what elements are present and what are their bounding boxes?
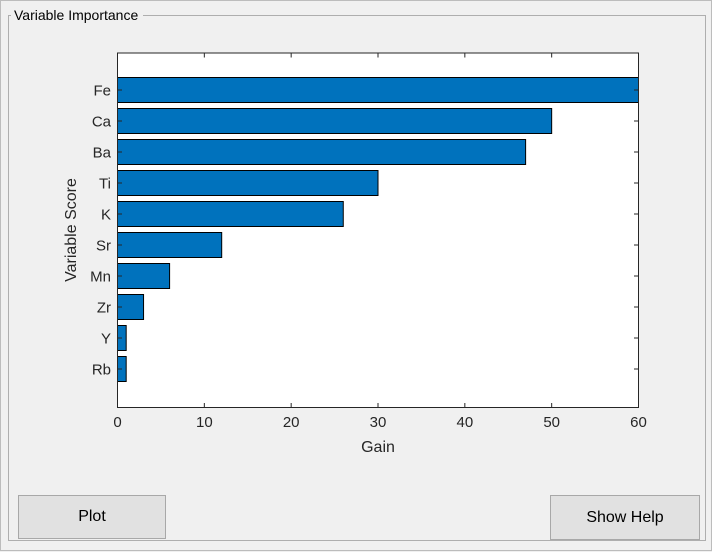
- x-tick-label: 20: [283, 414, 300, 431]
- plot-button[interactable]: Plot: [18, 495, 166, 539]
- x-tick-label: 40: [456, 414, 473, 431]
- bar-mn: [117, 263, 171, 289]
- y-tick-label: Ba: [93, 145, 112, 162]
- bar-ti: [117, 170, 379, 196]
- panel-title: Variable Importance: [11, 6, 144, 25]
- bar-k: [117, 201, 344, 227]
- y-axis-label: Variable Score: [63, 178, 80, 282]
- y-tick-label: Ti: [99, 176, 111, 193]
- y-tick-label: Zr: [97, 300, 111, 317]
- plot-area: [117, 53, 639, 408]
- x-tick-label: 60: [630, 414, 647, 431]
- x-tick-label: 30: [370, 414, 387, 431]
- variable-importance-panel: Variable Importance: [8, 6, 706, 541]
- bar-sr: [117, 232, 223, 258]
- bar-fe: [117, 77, 639, 103]
- y-tick-label: Mn: [90, 269, 111, 286]
- y-tick-label: Ca: [92, 114, 112, 131]
- y-tick-label: Fe: [93, 83, 111, 100]
- x-tick-label: 50: [543, 414, 560, 431]
- x-axis-label: Gain: [361, 439, 395, 456]
- y-tick-label: Y: [101, 331, 111, 348]
- y-tick-label: Sr: [96, 238, 111, 255]
- y-tick-label: K: [101, 207, 111, 224]
- y-tick-label: Rb: [92, 362, 111, 379]
- x-tick-label: 10: [196, 414, 213, 431]
- x-tick-label: 0: [113, 414, 121, 431]
- show-help-button[interactable]: Show Help: [550, 495, 700, 540]
- bar-ba: [117, 139, 527, 165]
- bar-ca: [117, 108, 553, 134]
